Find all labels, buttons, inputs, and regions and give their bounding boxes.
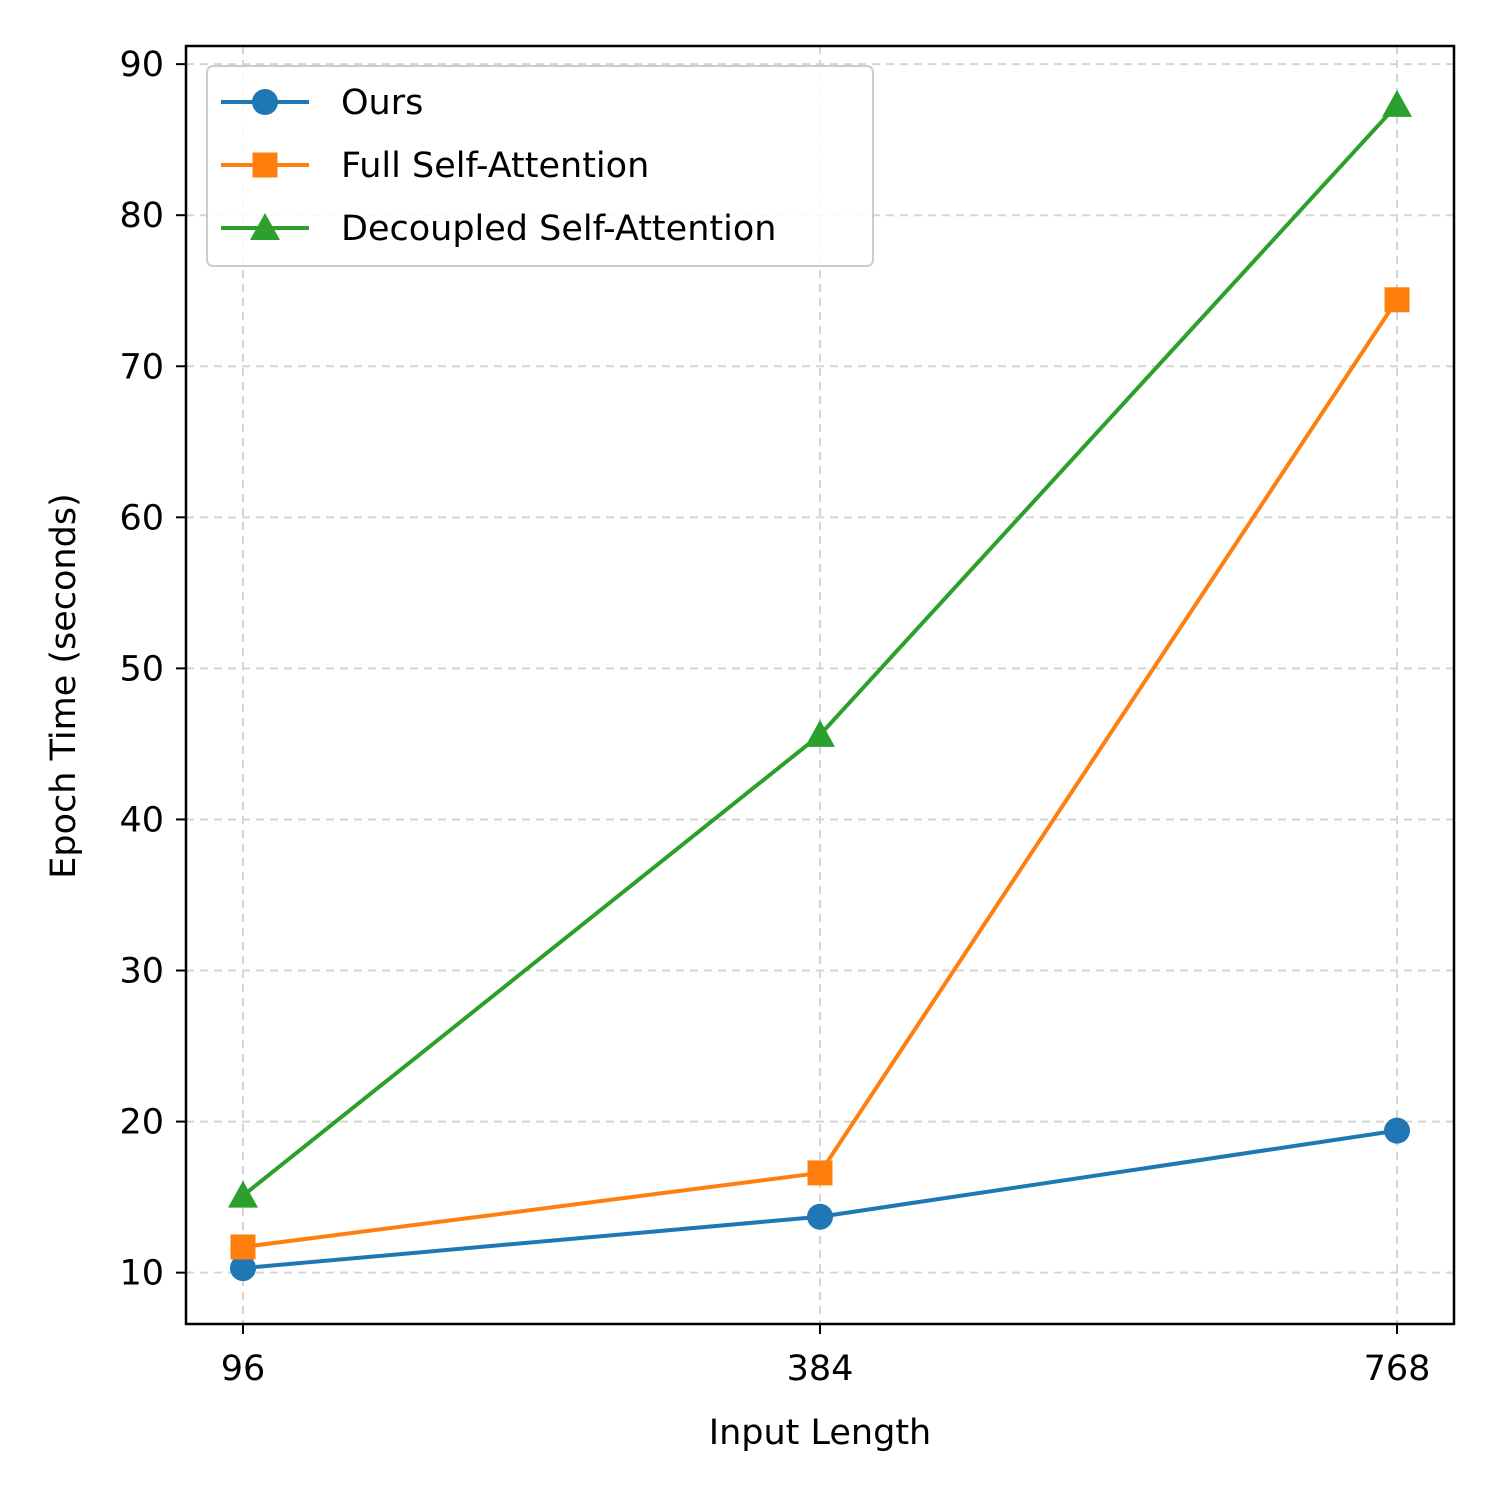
legend-marker-swatch bbox=[250, 213, 280, 240]
data-point-marker bbox=[805, 719, 835, 747]
x-tick-label: 768 bbox=[1364, 1349, 1431, 1389]
legend-marker-swatch bbox=[252, 89, 278, 115]
y-tick-label: 70 bbox=[119, 347, 164, 387]
series-group bbox=[230, 287, 1410, 1260]
series-group bbox=[230, 1117, 1410, 1282]
y-tick-label: 50 bbox=[119, 649, 164, 689]
legend-label: Decoupled Self-Attention bbox=[341, 209, 776, 249]
legend-marker-swatch bbox=[252, 152, 278, 178]
data-point-marker bbox=[1382, 89, 1412, 117]
legend-items: Ours Full Self-Attention Decoupled Self-At… bbox=[221, 83, 776, 249]
x-axis-label: Input Length bbox=[709, 1413, 931, 1453]
series-layer bbox=[228, 89, 1412, 1282]
y-tick-label: 60 bbox=[119, 498, 164, 538]
y-tick-label: 40 bbox=[119, 800, 164, 840]
legend-label: Ours bbox=[341, 83, 423, 123]
legend-box bbox=[206, 65, 874, 267]
legend-entry: Ours bbox=[221, 83, 423, 123]
data-point-marker bbox=[1384, 287, 1410, 313]
data-point-marker bbox=[807, 1203, 833, 1230]
y-tick-label: 30 bbox=[119, 952, 164, 992]
data-point-marker bbox=[807, 1160, 833, 1186]
y-axis-label: Epoch Time (seconds) bbox=[44, 493, 84, 878]
y-tick-label: 20 bbox=[119, 1103, 164, 1143]
grid-layer bbox=[186, 46, 1454, 1324]
data-point-marker bbox=[1384, 1117, 1410, 1144]
legend-entry: Decoupled Self-Attention bbox=[221, 209, 776, 249]
data-point-marker bbox=[228, 1180, 258, 1208]
series-group bbox=[228, 89, 1412, 1208]
ticks-layer: 96 384 768 10 20 30 40 50 60 70 80 90 bbox=[119, 45, 1430, 1389]
y-tick-label: 80 bbox=[119, 196, 164, 236]
legend-label: Full Self-Attention bbox=[341, 146, 649, 186]
data-point-marker bbox=[230, 1255, 256, 1282]
x-tick-label: 96 bbox=[221, 1349, 266, 1389]
x-tick-label: 384 bbox=[787, 1349, 854, 1389]
legend: Ours Full Self-Attention Decoupled Self-At… bbox=[206, 65, 874, 267]
legend-entry: Full Self-Attention bbox=[221, 146, 649, 186]
y-tick-label: 10 bbox=[119, 1254, 164, 1294]
y-tick-label: 90 bbox=[119, 45, 164, 85]
data-point-marker bbox=[230, 1234, 256, 1260]
